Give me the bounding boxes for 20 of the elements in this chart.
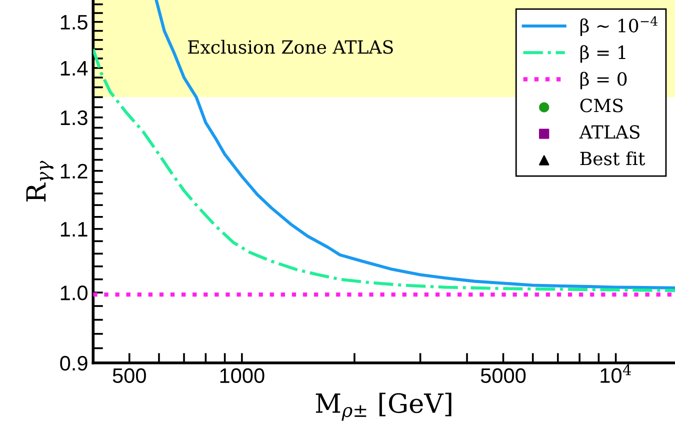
legend-label: β = 1 (580, 45, 626, 63)
x-axis-title: M$_{ρ±}$ [GeV] (316, 392, 452, 421)
legend-label: Best fit (580, 151, 646, 166)
y-tick-label: 1.1 (60, 222, 88, 236)
y-axis-title: R$_{γγ}$ (26, 160, 54, 202)
y-tick-label: 1.3 (60, 110, 88, 126)
legend-label: β = 0 (580, 72, 627, 90)
legend-label: CMS (580, 98, 623, 112)
legend-label: ATLAS (579, 125, 640, 139)
band-label: Exclusion Zone ATLAS (188, 40, 393, 54)
x-tick-label: 10$^{4}$ (600, 364, 632, 383)
y-tick-label: 1.5 (60, 15, 88, 30)
x-tick-label: 5000 (480, 368, 526, 384)
y-tick-label: 0.9 (60, 356, 88, 371)
legend-label: β ∼ 10$^{−4}$ (580, 16, 658, 36)
x-tick-label: 1000 (220, 368, 264, 384)
x-tick-label: 500 (112, 368, 146, 384)
y-tick-label: 1.2 (60, 164, 88, 178)
y-tick-label: 1.0 (60, 286, 88, 300)
y-tick-label: 1.4 (60, 61, 88, 76)
